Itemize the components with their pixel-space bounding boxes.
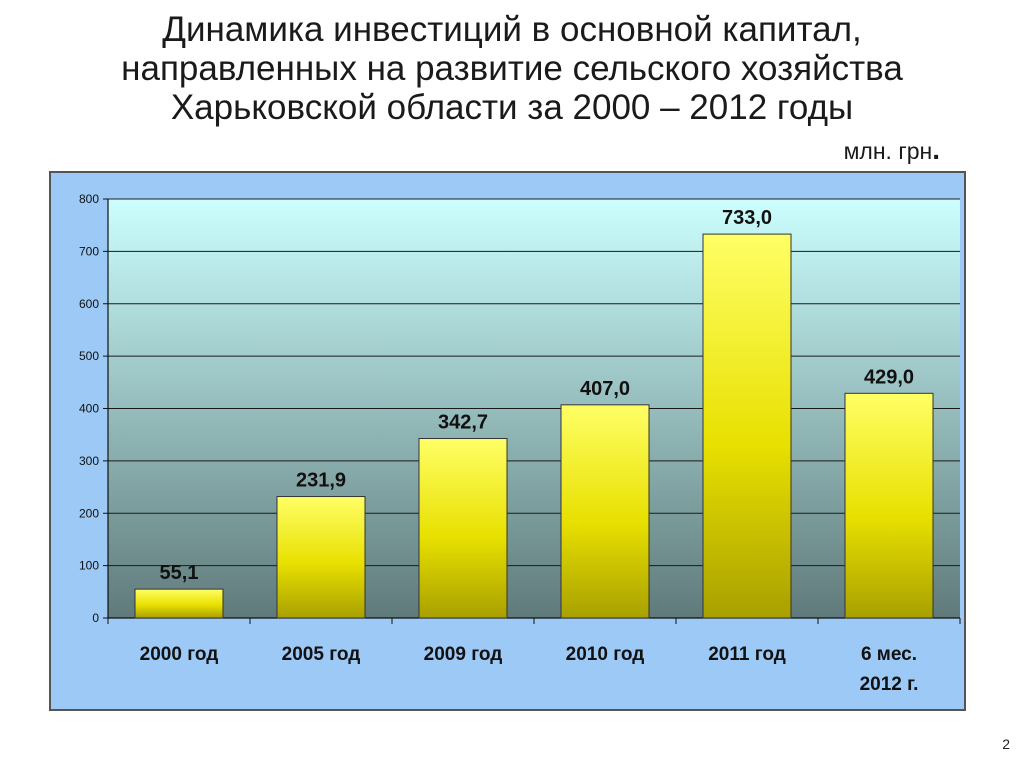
bar [844,392,934,619]
x-tick-label: 2005 год [282,644,361,665]
x-tick-label: 2011 год [708,644,786,665]
data-label: 407,0 [580,378,630,400]
bar [702,233,792,619]
title-line-1: Динамика инвестиций в основной капитал, [162,10,862,49]
data-label: 429,0 [864,366,914,388]
unit-dot: . [932,134,940,165]
y-tick-label: 0 [92,611,99,625]
x-tick-label: 2012 г. [860,674,919,695]
data-label: 733,0 [722,207,772,229]
x-tick-label: 6 мес. [861,644,917,665]
y-tick-label: 100 [79,559,99,573]
unit-text: млн. грн [843,138,933,164]
chart-title: Динамика инвестиций в основной капитал, … [0,10,1024,127]
y-tick-label: 500 [79,349,99,363]
page-number: 2 [1002,736,1010,752]
data-label: 55,1 [160,562,199,584]
title-line-3: Харьковской области за 2000 – 2012 годы [170,88,854,127]
bar [418,438,508,619]
bar [134,588,224,619]
chart-frame: 0 100 200 300 400 500 600 700 800 55,1 2000 год 231… [49,171,966,711]
y-tick-label: 600 [79,297,99,311]
y-tick-label: 200 [79,506,99,520]
bar [560,404,650,619]
bar-chart: 0 100 200 300 400 500 600 700 800 55,1 2000 год 231… [79,192,961,695]
y-tick-label: 300 [79,454,99,468]
title-line-2: направленных на развитие сельского хозяй… [121,49,903,88]
y-tick-label: 700 [79,244,99,258]
unit-label: млн. грн. [844,134,940,166]
bar [276,496,366,619]
data-label: 342,7 [438,412,488,434]
y-tick-label: 400 [79,402,99,416]
x-tick-label: 2000 год [140,644,219,665]
data-label: 231,9 [296,470,346,492]
x-tick-label: 2009 год [424,644,503,665]
y-tick-label: 800 [79,192,99,206]
x-tick-label: 2010 год [566,644,645,665]
